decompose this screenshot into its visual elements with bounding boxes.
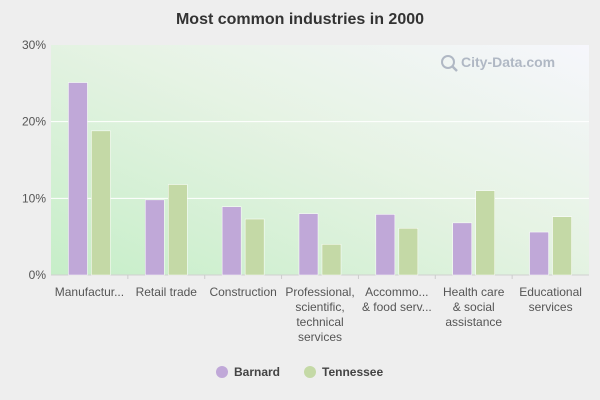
- legend-swatch-tennessee: [304, 366, 316, 378]
- bar-barnard-2: [221, 206, 242, 276]
- bar-barnard-1: [145, 199, 165, 276]
- bar-barnard-6: [529, 231, 549, 276]
- bar-barnard-4: [375, 214, 396, 276]
- plot-area: [51, 45, 589, 275]
- x-category-label: Health care & social assistance: [443, 285, 505, 329]
- y-axis-ticks: 0% 10% 20% 30%: [22, 38, 46, 282]
- x-category-label: Retail trade: [136, 285, 198, 299]
- watermark-text: City-Data.com: [461, 54, 555, 70]
- magnifier-icon: [441, 55, 458, 72]
- y-tick-label: 10%: [22, 191, 46, 205]
- bar-barnard-5: [452, 222, 472, 276]
- bar-tennessee-3: [321, 244, 342, 276]
- legend-label-tennessee: Tennessee: [322, 365, 383, 379]
- bar-tennessee-4: [398, 227, 419, 276]
- bar-barnard-3: [298, 213, 319, 276]
- legend: Barnard Tennessee: [216, 365, 383, 379]
- x-category-label: Construction: [209, 285, 276, 299]
- bars: [68, 82, 572, 276]
- y-tick-label: 0%: [29, 268, 47, 282]
- bar-tennessee-0: [91, 130, 111, 276]
- bar-tennessee-6: [552, 216, 572, 276]
- bar-barnard-0: [68, 82, 88, 276]
- x-category-label: Accommo... & food serv...: [362, 285, 432, 314]
- chart-title: Most common industries in 2000: [176, 11, 424, 28]
- x-axis-labels: Manufactur... Retail trade Construction Pro…: [55, 285, 582, 344]
- x-category-label: Manufactur...: [55, 285, 124, 299]
- y-tick-label: 30%: [22, 38, 46, 52]
- legend-label-barnard: Barnard: [234, 365, 280, 379]
- grid-lines: [51, 121, 589, 279]
- x-category-label: Educational services: [519, 285, 582, 314]
- y-tick-label: 20%: [22, 115, 46, 129]
- bar-tennessee-1: [168, 184, 188, 276]
- x-category-label: Professional, scientific, technical service…: [285, 285, 354, 344]
- bar-tennessee-2: [244, 218, 265, 276]
- legend-swatch-barnard: [216, 366, 228, 378]
- bar-tennessee-5: [475, 190, 495, 276]
- watermark: City-Data.com: [441, 54, 555, 72]
